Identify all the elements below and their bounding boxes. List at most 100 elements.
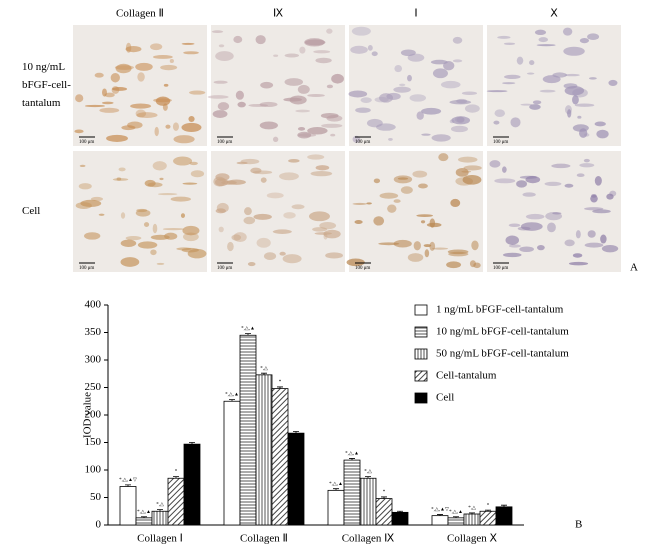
cell: [461, 170, 472, 173]
y-tick-label: 100: [85, 464, 102, 476]
error-bar: [173, 476, 179, 479]
cell: [567, 109, 572, 118]
cell: [74, 129, 84, 134]
cell: [416, 214, 434, 218]
cell: [594, 121, 606, 127]
cell: [373, 216, 385, 226]
cell: [564, 239, 575, 247]
cell: [456, 116, 465, 123]
significance-label: *: [175, 470, 178, 475]
cell: [250, 167, 262, 174]
cell: [412, 170, 428, 178]
cell: [393, 199, 401, 203]
cell: [373, 178, 381, 184]
cell: [181, 122, 202, 132]
significance-label: *,△,▲▽: [119, 477, 137, 483]
cell: [463, 165, 482, 171]
cell: [355, 107, 371, 113]
x-tick-label: Collagen Ⅱ: [240, 533, 288, 545]
cell: [452, 59, 463, 63]
cell: [136, 112, 158, 119]
error-bar: [229, 399, 235, 402]
legend-swatch: [414, 326, 428, 338]
significance-label: *,△,▲: [137, 509, 151, 515]
cell: [534, 29, 547, 36]
cell: [529, 60, 535, 66]
cell: [116, 177, 122, 181]
cell: [216, 202, 229, 213]
scale-bar-label: 100 μm: [493, 140, 508, 145]
error-bar: [245, 333, 251, 336]
cell: [471, 240, 479, 251]
row-label: tantalum: [22, 97, 61, 109]
cell: [283, 97, 302, 102]
cell: [256, 237, 271, 248]
error-bar: [453, 516, 459, 518]
cell: [568, 261, 589, 266]
cell: [299, 46, 306, 54]
cell: [354, 219, 363, 225]
error-bar: [293, 431, 299, 434]
cell: [596, 129, 609, 139]
cell: [461, 91, 478, 96]
cell: [326, 28, 333, 34]
cell: [393, 175, 413, 184]
cell: [438, 153, 449, 162]
cell: [366, 118, 383, 128]
column-header: Ⅰ: [414, 8, 417, 20]
cell: [283, 212, 296, 219]
cell: [516, 180, 528, 188]
significance-label: *,△: [260, 365, 268, 371]
cell: [284, 78, 304, 86]
cell: [594, 175, 602, 186]
cell: [84, 104, 105, 108]
cell: [130, 103, 152, 109]
cell: [162, 227, 184, 231]
error-bar: [141, 516, 147, 518]
cell: [78, 183, 92, 190]
cell: [135, 209, 151, 217]
y-tick-label: 0: [96, 519, 102, 531]
cell: [84, 232, 101, 240]
cell: [424, 249, 430, 258]
x-tick-label: Collagen Ⅸ: [342, 533, 395, 545]
cell: [135, 109, 147, 118]
cell: [374, 96, 389, 103]
cell: [79, 164, 86, 168]
cell: [394, 65, 403, 73]
bar: [223, 400, 241, 526]
cell: [564, 105, 572, 115]
cell: [259, 121, 278, 130]
error-bar: [261, 372, 267, 375]
error-bar: [469, 512, 475, 514]
cell: [532, 100, 542, 105]
cell: [233, 232, 247, 243]
panel-letter: A: [630, 262, 638, 274]
error-bar: [365, 476, 371, 479]
cell: [172, 122, 179, 131]
cell: [489, 160, 501, 168]
cell: [606, 193, 614, 200]
cell: [420, 220, 426, 224]
cell: [231, 234, 242, 241]
cell: [452, 36, 463, 44]
cell: [418, 183, 428, 189]
y-tick-label: 250: [85, 381, 102, 393]
y-tick-label: 150: [85, 436, 102, 448]
cell: [104, 92, 115, 98]
panel-letter: B: [575, 519, 582, 531]
bar: [463, 513, 481, 526]
cell: [393, 86, 411, 93]
cell: [297, 127, 306, 131]
cell: [552, 212, 562, 215]
cell: [378, 242, 400, 246]
cell: [579, 128, 588, 138]
cell: [169, 59, 174, 64]
cell: [539, 89, 556, 93]
cell: [564, 86, 585, 96]
cell: [75, 94, 84, 103]
cell: [272, 229, 292, 234]
cell: [520, 222, 543, 231]
cell: [400, 49, 416, 57]
